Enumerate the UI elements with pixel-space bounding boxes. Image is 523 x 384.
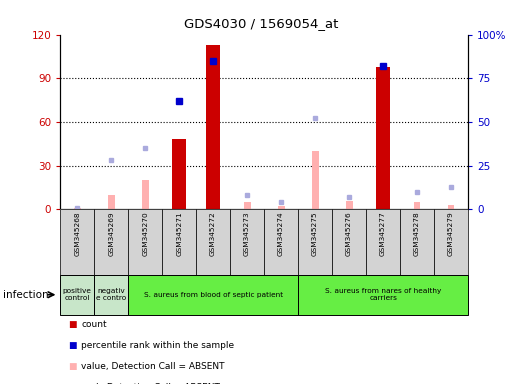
Text: GSM345275: GSM345275: [312, 211, 318, 256]
Bar: [162, 209, 196, 275]
Bar: [128, 275, 298, 315]
Bar: [173, 139, 186, 209]
Bar: [312, 151, 319, 209]
Bar: [298, 275, 468, 315]
Text: GSM345270: GSM345270: [142, 211, 148, 256]
Bar: [448, 205, 454, 209]
Bar: [264, 209, 298, 275]
Bar: [366, 209, 400, 275]
Text: count: count: [81, 320, 107, 329]
Text: infection: infection: [3, 290, 48, 300]
Text: GSM345269: GSM345269: [108, 211, 114, 256]
Bar: [206, 45, 220, 209]
Bar: [142, 180, 149, 209]
Text: GSM345279: GSM345279: [448, 211, 454, 256]
Bar: [298, 209, 332, 275]
Text: ■: ■: [68, 341, 76, 350]
Bar: [434, 209, 468, 275]
Text: GSM345273: GSM345273: [244, 211, 250, 256]
Text: GSM345278: GSM345278: [414, 211, 420, 256]
Bar: [230, 209, 264, 275]
Text: S. aureus from blood of septic patient: S. aureus from blood of septic patient: [143, 292, 283, 298]
Text: positive
control: positive control: [63, 288, 92, 301]
Text: GSM345272: GSM345272: [210, 211, 216, 256]
Text: value, Detection Call = ABSENT: value, Detection Call = ABSENT: [81, 362, 224, 371]
Bar: [60, 275, 94, 315]
Bar: [94, 275, 128, 315]
Text: S. aureus from nares of healthy
carriers: S. aureus from nares of healthy carriers: [325, 288, 441, 301]
Text: GSM345268: GSM345268: [74, 211, 80, 256]
Text: GSM345271: GSM345271: [176, 211, 182, 256]
Text: GSM345274: GSM345274: [278, 211, 284, 256]
Bar: [278, 206, 285, 209]
Bar: [346, 200, 353, 209]
Bar: [377, 66, 390, 209]
Bar: [74, 208, 81, 209]
Bar: [128, 209, 162, 275]
Bar: [332, 209, 366, 275]
Bar: [94, 209, 128, 275]
Bar: [400, 209, 434, 275]
Text: percentile rank within the sample: percentile rank within the sample: [81, 341, 234, 350]
Bar: [414, 202, 420, 209]
Bar: [108, 195, 115, 209]
Text: GDS4030 / 1569054_at: GDS4030 / 1569054_at: [184, 17, 339, 30]
Text: negativ
e contro: negativ e contro: [96, 288, 126, 301]
Text: rank, Detection Call = ABSENT: rank, Detection Call = ABSENT: [81, 383, 220, 384]
Text: ■: ■: [68, 320, 76, 329]
Text: GSM345276: GSM345276: [346, 211, 352, 256]
Bar: [244, 202, 251, 209]
Text: ■: ■: [68, 383, 76, 384]
Text: GSM345277: GSM345277: [380, 211, 386, 256]
Bar: [196, 209, 230, 275]
Bar: [60, 209, 94, 275]
Text: ■: ■: [68, 362, 76, 371]
